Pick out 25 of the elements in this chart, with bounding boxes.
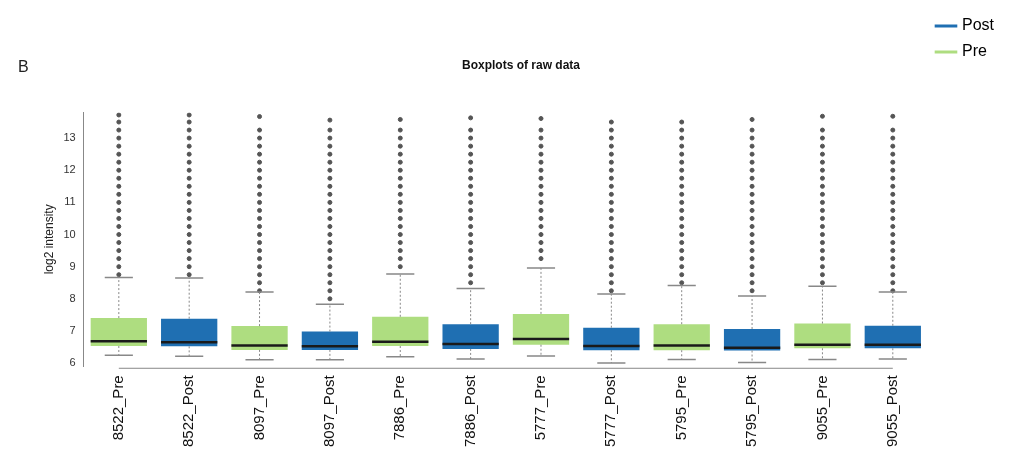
y-axis-title: log2 intensity <box>41 204 56 275</box>
text: B <box>18 58 29 76</box>
x-tick-label: 9055_Pre <box>812 375 830 441</box>
legend-label: Post <box>961 16 995 34</box>
y-tick-label: 12 <box>63 163 76 176</box>
x-tick-label: 8522_Pre <box>108 375 126 441</box>
x-tick-label: 8097_Post <box>320 374 338 448</box>
x-tick-label: 5795_Post <box>742 374 760 448</box>
y-tick-label: 8 <box>69 291 76 304</box>
y-tick-label: 11 <box>64 195 76 208</box>
y-tick-label: 7 <box>69 323 76 336</box>
x-tick-label: 5795_Pre <box>671 375 689 441</box>
legend-label: Pre <box>961 42 987 60</box>
x-tick-label: 8522_Post <box>179 374 197 448</box>
x-tick-label: 7886_Pre <box>390 375 408 441</box>
y-tick-label: 10 <box>63 227 76 240</box>
y-tick-label: 9 <box>69 259 76 272</box>
x-tick-label: 7886_Post <box>460 374 478 448</box>
y-tick-label: 13 <box>63 131 76 144</box>
x-tick-label: 5777_Post <box>601 374 619 448</box>
chart-title: Boxplots of raw data <box>461 57 581 72</box>
x-tick-label: 5777_Pre <box>531 375 549 441</box>
x-tick-label: 9055_Post <box>882 374 900 448</box>
x-tick-label: 8097_Pre <box>249 375 267 441</box>
y-tick-label: 6 <box>69 356 76 369</box>
